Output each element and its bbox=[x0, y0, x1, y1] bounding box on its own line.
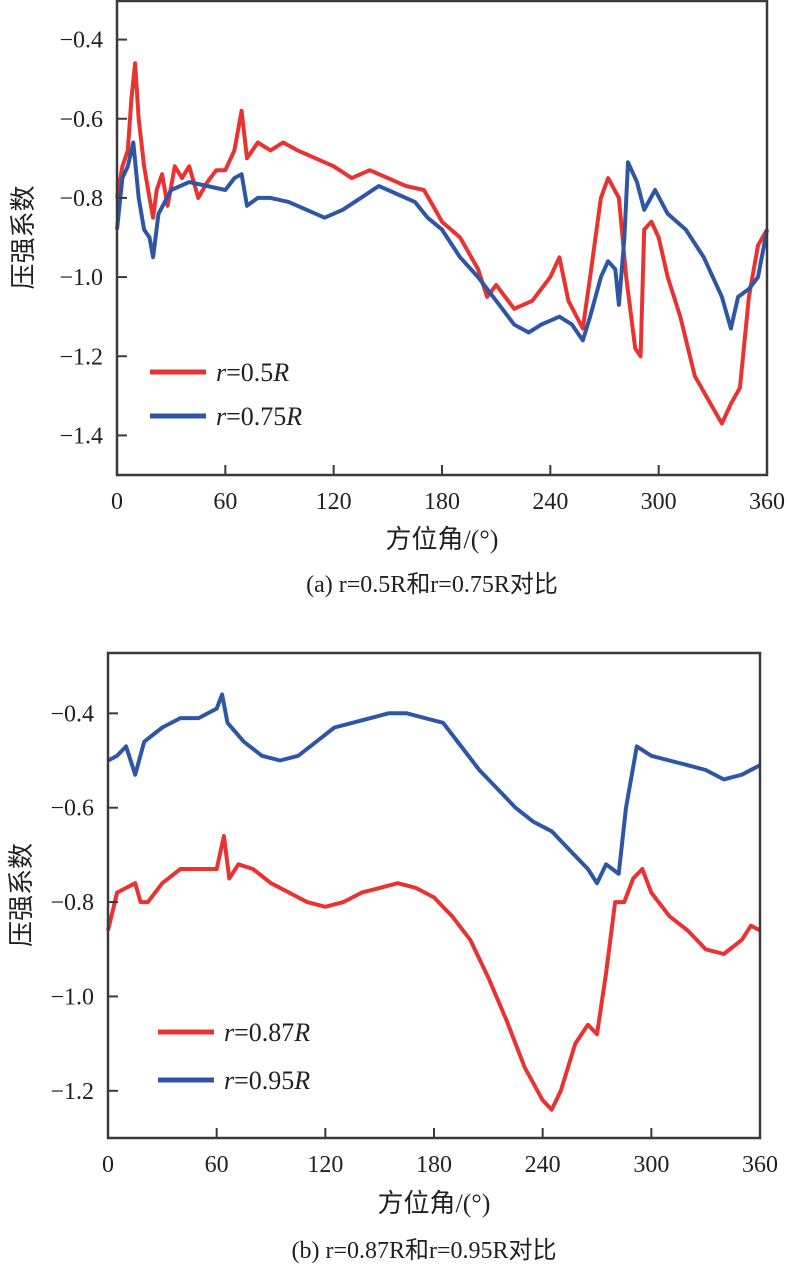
series-line-r0_75 bbox=[115, 140, 769, 343]
y-tick-label: −0.8 bbox=[59, 186, 103, 212]
series-line-r0_87 bbox=[106, 834, 761, 1112]
x-tick-label: 300 bbox=[641, 489, 677, 515]
legend-label-part: =0.87 bbox=[234, 1018, 294, 1047]
y-tick-label: −0.8 bbox=[50, 890, 94, 916]
y-tick-label: −1.0 bbox=[50, 984, 94, 1010]
x-tick-label: 240 bbox=[525, 1152, 561, 1178]
x-tick-label: 180 bbox=[424, 489, 460, 515]
chart-a: 0 60 120 180 240 300 360 −0.4 −0.6 −0.8 −1.0 −1.2 −1… bbox=[9, 0, 785, 598]
plot-frame bbox=[115, 0, 769, 477]
legend-label-part: =0.95 bbox=[234, 1066, 294, 1095]
series-line-r0_5 bbox=[115, 61, 769, 426]
legend-label: r=0.75R bbox=[216, 402, 302, 431]
x-tick-label: 360 bbox=[749, 489, 785, 515]
x-tick-label: 0 bbox=[102, 1152, 114, 1178]
legend-label: r=0.5R bbox=[216, 358, 289, 387]
y-axis-label: 压强系数 bbox=[9, 185, 38, 289]
y-tick-label: −0.4 bbox=[50, 701, 94, 727]
x-tick-label: 120 bbox=[307, 1152, 343, 1178]
x-tick-label: 60 bbox=[205, 1152, 229, 1178]
legend-label-part: R bbox=[293, 1066, 310, 1095]
y-tick-label: −1.4 bbox=[59, 423, 103, 449]
x-axis-label: 方位角/(°) bbox=[386, 525, 499, 554]
y-tick-label: −1.2 bbox=[50, 1079, 94, 1105]
y-tick-label: −1.2 bbox=[59, 344, 103, 370]
series-line-r0_95 bbox=[107, 692, 761, 886]
y-axis-label: 压强系数 bbox=[7, 843, 36, 947]
legend-label: r=0.95R bbox=[224, 1066, 310, 1095]
legend-label-part: r bbox=[216, 358, 227, 387]
legend-label: r=0.87R bbox=[224, 1018, 310, 1047]
chart-caption: (a) r=0.5R和r=0.75R对比 bbox=[306, 571, 558, 598]
x-tick-label: 120 bbox=[316, 489, 352, 515]
chart-caption: (b) r=0.87R和r=0.95R对比 bbox=[291, 1237, 556, 1264]
legend-label-part: =0.5 bbox=[226, 358, 273, 387]
x-tick-label: 60 bbox=[213, 489, 237, 515]
legend-label-part: R bbox=[293, 1018, 310, 1047]
y-tick-label: −1.0 bbox=[59, 265, 103, 291]
legend-label-part: r bbox=[224, 1018, 235, 1047]
x-tick-label: 360 bbox=[742, 1152, 778, 1178]
x-axis-label: 方位角/(°) bbox=[378, 1189, 491, 1218]
legend-label-part: r bbox=[216, 402, 227, 431]
y-tick-label: −0.6 bbox=[59, 107, 103, 133]
legend-label-part: =0.75 bbox=[226, 402, 286, 431]
x-tick-label: 300 bbox=[633, 1152, 669, 1178]
legend-label-part: R bbox=[272, 358, 289, 387]
x-tick-label: 240 bbox=[532, 489, 568, 515]
y-tick-label: −0.6 bbox=[50, 796, 94, 822]
chart-b: 0 60 120 180 240 300 360 −0.4 −0.6 −0.8 −1.0 −1.2 方位… bbox=[7, 651, 778, 1264]
y-tick-label: −0.4 bbox=[59, 28, 103, 54]
legend-label-part: R bbox=[285, 402, 302, 431]
x-tick-label: 180 bbox=[416, 1152, 452, 1178]
x-tick-label: 0 bbox=[111, 489, 123, 515]
legend-label-part: r bbox=[224, 1066, 235, 1095]
